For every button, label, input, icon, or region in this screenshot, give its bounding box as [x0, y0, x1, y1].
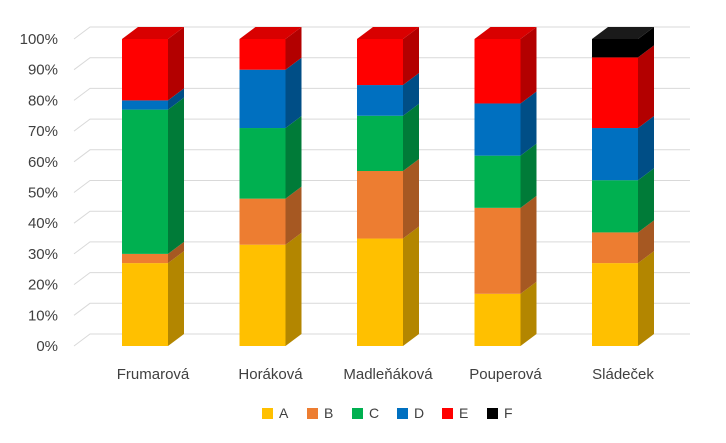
bar-segment-side [168, 97, 184, 254]
bar-segment [122, 100, 168, 110]
gridline [73, 26, 690, 40]
bar-segment-side [638, 251, 654, 346]
y-tick-label: 60% [28, 154, 58, 171]
bar-segment [239, 244, 286, 346]
legend-label: C [369, 405, 379, 421]
y-tick-label: 20% [28, 277, 58, 294]
bar-segment-side [638, 27, 654, 58]
bar-segment-side [285, 232, 302, 346]
bar-segment-side [285, 57, 302, 129]
legend-label: D [414, 405, 424, 421]
bar-segment-side [638, 168, 654, 233]
bar-segment [357, 238, 403, 346]
bar-segment-side [638, 45, 654, 129]
bar-top [357, 27, 419, 39]
legend-swatch [352, 408, 363, 419]
bar-segment-side [520, 143, 537, 208]
bar-segment-side [285, 27, 302, 70]
y-tick-label: 80% [28, 92, 58, 109]
bar-top [239, 27, 302, 39]
bar-segment-side [168, 27, 184, 101]
bar-top [474, 27, 537, 39]
legend-label: A [279, 405, 289, 421]
bar-stack [122, 27, 184, 346]
category-label: Horáková [238, 366, 303, 383]
bar-segment-side [520, 281, 537, 346]
category-label: Frumarová [117, 366, 190, 383]
bar-top [122, 27, 184, 39]
legend-label: B [324, 405, 333, 421]
bar-segment [474, 293, 521, 346]
bar-segment [474, 155, 521, 208]
bar-segment [122, 39, 168, 101]
bar-segment [592, 128, 638, 181]
bar-segment-side [403, 159, 419, 239]
legend-swatch [262, 408, 273, 419]
bar-segment [592, 57, 638, 129]
bar-stack [474, 27, 537, 346]
y-axis-tick-labels: 0% 10% 20% 30% 40% 50% 60% 70% 80% 90% 100% [20, 31, 58, 355]
bar-segment-side [403, 73, 419, 116]
bar-stack [592, 27, 654, 346]
legend-label: F [504, 405, 513, 421]
y-tick-label: 40% [28, 215, 58, 232]
bar-segment-side [168, 88, 184, 110]
bar-segment-side [638, 116, 654, 181]
bar-segment [239, 69, 286, 129]
legend-swatch [397, 408, 408, 419]
bar-segment [474, 103, 521, 156]
bar-segment [122, 109, 168, 254]
y-tick-label: 100% [20, 31, 58, 48]
bar-segment [122, 253, 168, 264]
bar-segment [592, 39, 638, 58]
y-tick-label: 30% [28, 246, 58, 263]
bar-segment-side [168, 251, 184, 346]
legend-swatch [307, 408, 318, 419]
bar-segment [357, 171, 403, 239]
bar-segment-side [403, 27, 419, 86]
bar-segment [592, 180, 638, 233]
bar-segment [357, 39, 403, 86]
legend-swatch [487, 408, 498, 419]
bar-stack [357, 27, 419, 346]
bar-segment [239, 128, 286, 199]
bars [122, 27, 654, 346]
bar-segment [239, 198, 286, 245]
bar-segment-side [168, 241, 184, 264]
bar-stack [239, 27, 302, 346]
category-label: Sládeček [592, 366, 654, 383]
legend-label: E [459, 405, 468, 421]
bar-segment [474, 39, 521, 104]
bar-segment [122, 263, 168, 346]
bar-segment-side [285, 116, 302, 199]
y-tick-label: 0% [36, 338, 58, 355]
bar-segment-side [520, 195, 537, 294]
bar-top [592, 27, 654, 39]
y-tick-label: 70% [28, 123, 58, 140]
bar-segment [474, 207, 521, 294]
bar-segment-side [520, 91, 537, 156]
legend-swatch [442, 408, 453, 419]
y-tick-label: 10% [28, 307, 58, 324]
bar-segment [592, 232, 638, 264]
bar-segment [357, 85, 403, 116]
legend: A B C D E F [262, 405, 513, 421]
bar-segment [239, 39, 286, 70]
bar-segment [357, 115, 403, 172]
category-label: Madleňáková [343, 366, 433, 383]
y-tick-label: 50% [28, 185, 58, 202]
category-labels: Frumarová Horáková Madleňáková Pouperová Slá… [117, 366, 655, 383]
bar-segment-side [638, 220, 654, 264]
bar-segment-side [520, 27, 537, 104]
category-label: Pouperová [469, 366, 542, 383]
bar-segment [592, 263, 638, 346]
bar-segment-side [285, 186, 302, 245]
bar-segment-side [403, 103, 419, 172]
y-tick-label: 90% [28, 62, 58, 79]
bar-segment-side [403, 226, 419, 346]
